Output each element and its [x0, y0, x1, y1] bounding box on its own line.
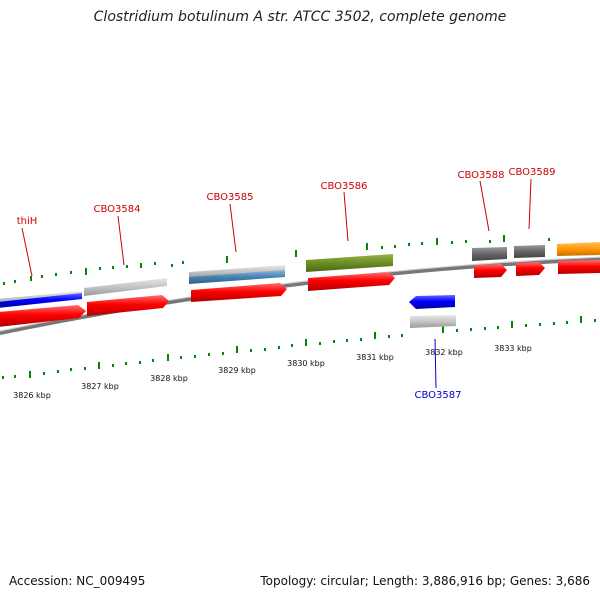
- cds-arrow-CBO3586: [308, 272, 395, 291]
- gene-label-CBO3589[interactable]: CBO3589: [509, 167, 556, 178]
- cds-arrow-CBO3584: [87, 295, 169, 316]
- tick-label-3827: 3827 kbp: [81, 382, 119, 391]
- accession-text: Accession: NC_009495: [9, 574, 146, 588]
- cds-arrow-CBO3585: [191, 283, 287, 302]
- cds-arrow-unlabeled: [558, 260, 600, 274]
- tick-label-3833: 3833 kbp: [494, 344, 532, 353]
- tick-label-3829: 3829 kbp: [218, 366, 256, 375]
- gene-label-CBO3588[interactable]: CBO3588: [458, 170, 505, 181]
- map-title: Clostridium botulinum A str. ATCC 3502, …: [93, 9, 507, 25]
- tick-label-3832: 3832 kbp: [425, 348, 463, 357]
- feature-lane: [0, 242, 600, 328]
- genome-summary-text: Topology: circular; Length: 3,886,916 bp…: [260, 574, 590, 588]
- cds-arrow-CBO3588: [474, 264, 507, 278]
- gene-label-CBO3584[interactable]: CBO3584: [94, 204, 141, 215]
- gene-label-CBO3585[interactable]: CBO3585: [207, 192, 254, 203]
- inner-tick-ring: [2, 316, 596, 379]
- cds-arrow-thiH: [0, 305, 86, 327]
- outer-tick-ring: [3, 235, 550, 285]
- tick-label-3828: 3828 kbp: [150, 374, 188, 383]
- gene-label-CBO3587[interactable]: CBO3587: [415, 390, 462, 401]
- genome-backbone: [0, 257, 600, 336]
- gene-label-thiH[interactable]: thiH: [17, 216, 38, 227]
- tick-label-3826: 3826 kbp: [13, 391, 51, 400]
- label-leaders: [21, 178, 532, 389]
- cds-arrows[interactable]: [0, 260, 600, 327]
- cds-arrow-CBO3587: [409, 295, 455, 309]
- cds-arrow-CBO3589: [516, 262, 545, 276]
- tick-label-3831: 3831 kbp: [356, 353, 394, 362]
- gene-label-CBO3586[interactable]: CBO3586: [321, 181, 368, 192]
- tick-label-3830: 3830 kbp: [287, 359, 325, 368]
